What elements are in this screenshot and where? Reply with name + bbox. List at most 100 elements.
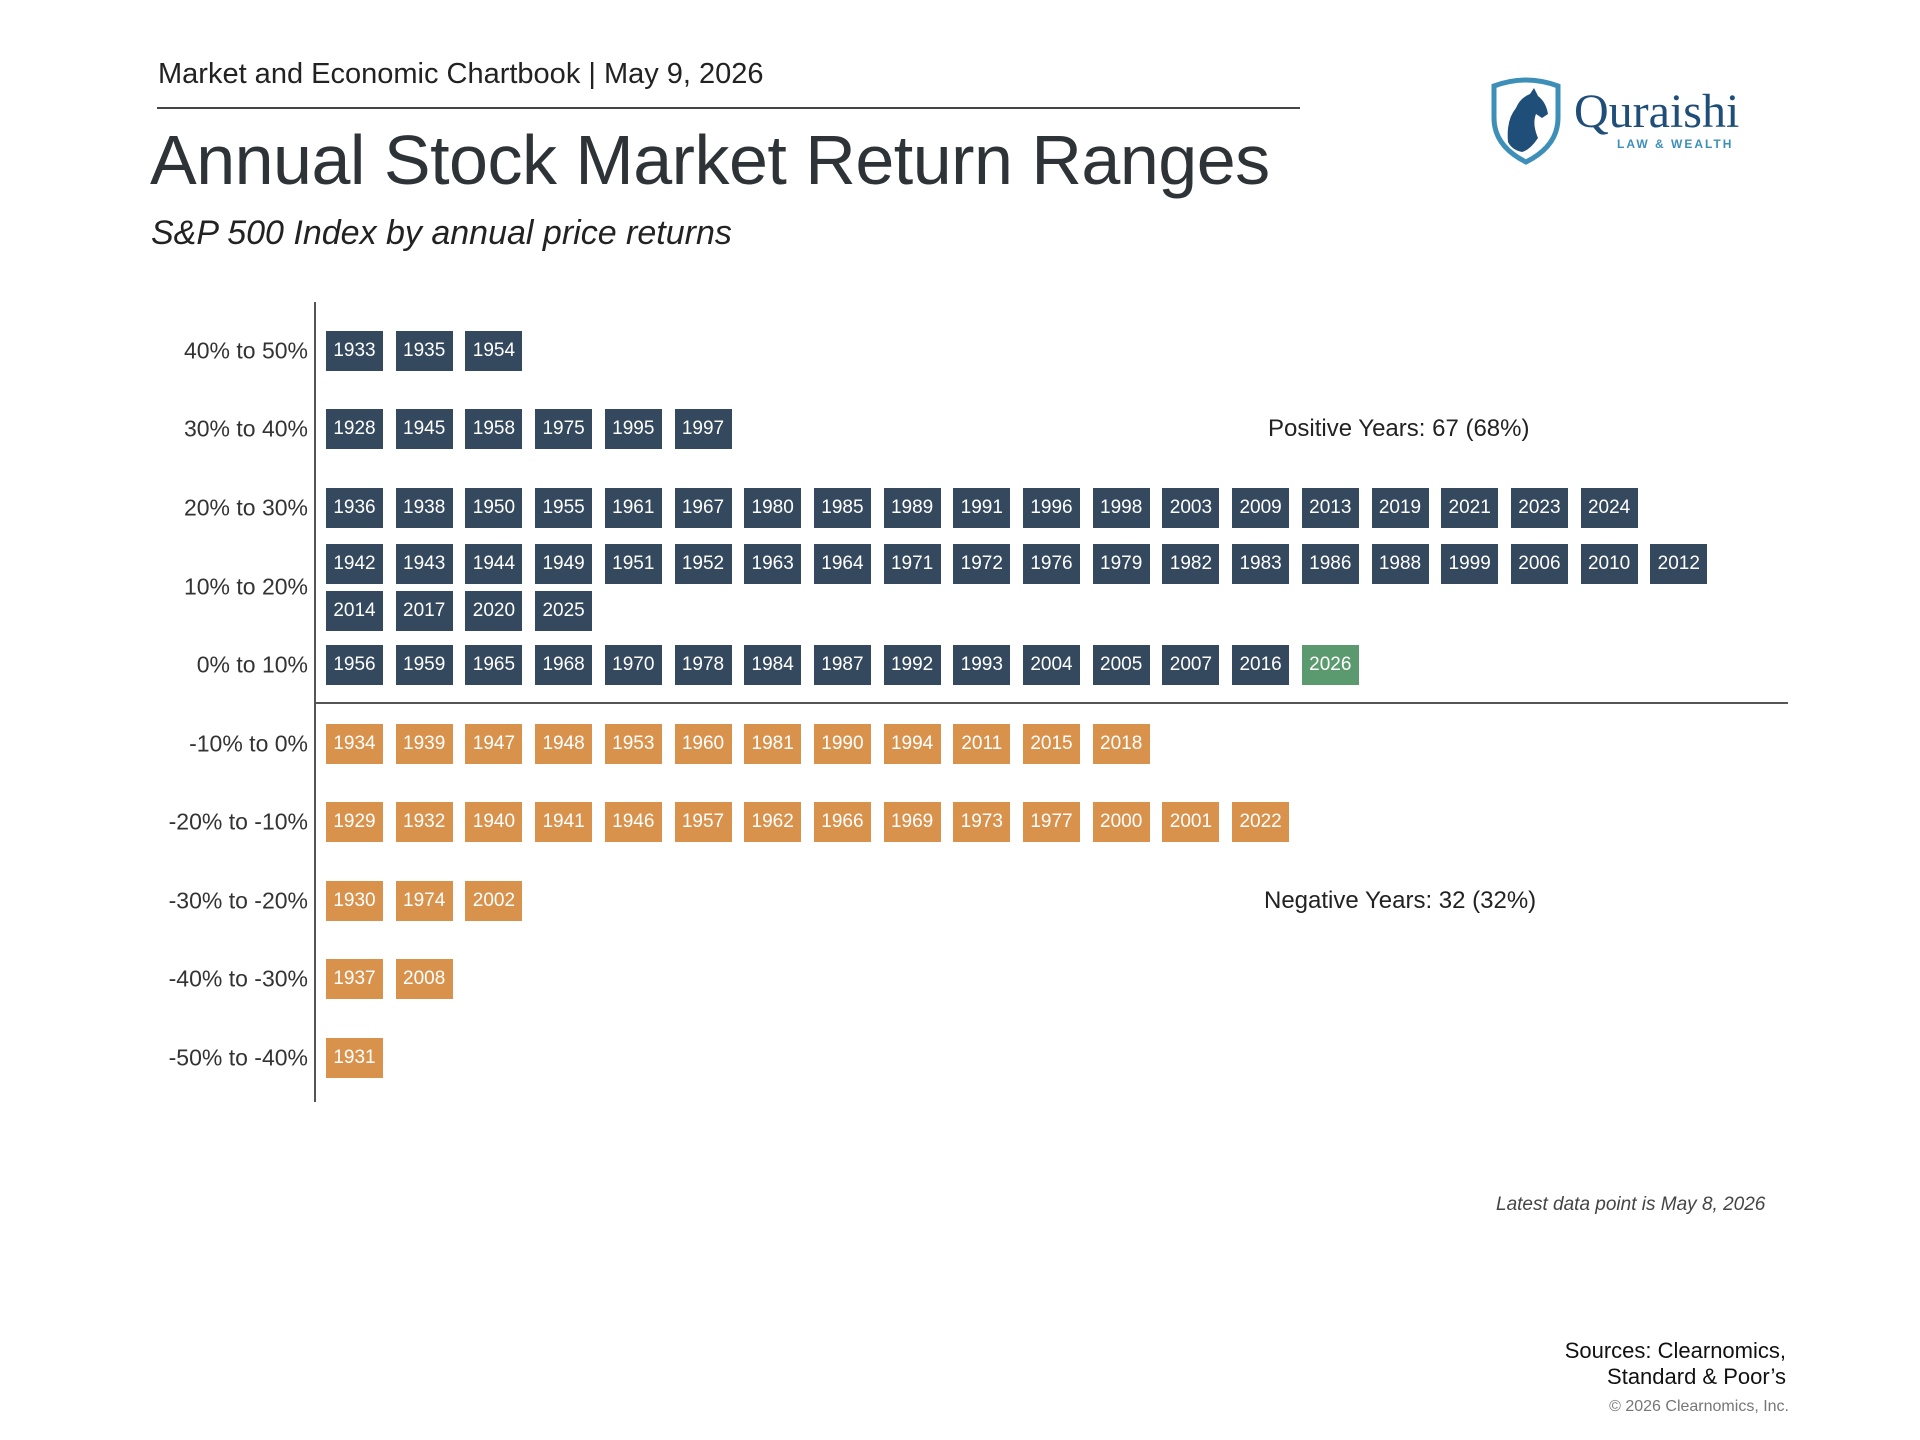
year-box: 2017 <box>395 590 453 631</box>
range-label: -40% to -30% <box>168 965 308 992</box>
year-box: 2011 <box>953 724 1011 764</box>
sources-line-2: Standard & Poor’s <box>1607 1364 1786 1389</box>
zero-baseline <box>315 702 1788 704</box>
page-subtitle: S&P 500 Index by annual price returns <box>151 214 732 252</box>
year-box: 1931 <box>326 1038 383 1078</box>
year-box: 2012 <box>1650 543 1708 584</box>
year-box: 1950 <box>465 488 523 528</box>
year-box: 1936 <box>326 488 383 528</box>
year-box: 1985 <box>813 488 871 528</box>
year-box: 1969 <box>883 802 941 842</box>
year-box: 2009 <box>1232 488 1290 528</box>
year-box: 1957 <box>674 802 732 842</box>
year-box: 1984 <box>744 645 802 685</box>
year-box: 1994 <box>883 724 941 764</box>
year-box: 1992 <box>883 645 941 685</box>
year-box: 1956 <box>326 645 383 685</box>
sources: Sources: Clearnomics, Standard & Poor’s <box>1565 1338 1786 1390</box>
year-box: 2019 <box>1371 488 1429 528</box>
year-box: 1948 <box>535 724 593 764</box>
year-box: 1963 <box>744 543 802 584</box>
year-box: 1954 <box>465 331 523 371</box>
year-box: 2026 <box>1301 645 1359 685</box>
chartbook-header: Market and Economic Chartbook | May 9, 2… <box>158 58 764 90</box>
year-box: 2022 <box>1232 802 1290 842</box>
year-box: 1997 <box>674 409 732 449</box>
range-label: -20% to -10% <box>168 808 308 835</box>
year-box: 1972 <box>953 543 1011 584</box>
year-box: 2025 <box>535 590 593 631</box>
range-label: 40% to 50% <box>183 337 308 364</box>
year-box: 1959 <box>395 645 453 685</box>
year-box: 2008 <box>395 959 453 999</box>
year-box: 2002 <box>465 881 523 921</box>
logo-tagline: LAW & WEALTH <box>1617 137 1734 151</box>
year-box: 1986 <box>1301 543 1359 584</box>
year-box: 1979 <box>1092 543 1150 584</box>
year-box: 1949 <box>535 543 593 584</box>
year-box: 2020 <box>465 590 523 631</box>
year-box: 1987 <box>813 645 871 685</box>
year-box: 1960 <box>674 724 732 764</box>
year-box: 1975 <box>535 409 593 449</box>
year-box: 1929 <box>326 802 383 842</box>
year-box: 1977 <box>1023 802 1080 842</box>
range-label: 0% to 10% <box>196 651 308 678</box>
year-box: 1995 <box>604 409 662 449</box>
copyright: © 2026 Clearnomics, Inc. <box>1609 1398 1789 1415</box>
year-box: 1991 <box>953 488 1011 528</box>
year-box: 1940 <box>465 802 523 842</box>
year-box: 1945 <box>395 409 453 449</box>
year-box: 1939 <box>395 724 453 764</box>
year-box: 1996 <box>1023 488 1080 528</box>
year-box: 1989 <box>883 488 941 528</box>
range-label: -50% to -40% <box>168 1044 308 1071</box>
year-box: 1934 <box>326 724 383 764</box>
year-box: 1955 <box>535 488 593 528</box>
year-box: 1988 <box>1371 543 1429 584</box>
range-label: 20% to 30% <box>183 494 308 521</box>
year-box: 1944 <box>465 543 523 584</box>
year-box: 1970 <box>604 645 662 685</box>
year-box: 1966 <box>813 802 871 842</box>
year-box: 2004 <box>1023 645 1080 685</box>
year-box: 2007 <box>1162 645 1220 685</box>
range-label: 30% to 40% <box>183 415 308 442</box>
year-box: 2003 <box>1162 488 1220 528</box>
year-box: 1947 <box>465 724 523 764</box>
year-box: 1990 <box>813 724 871 764</box>
range-label: 10% to 20% <box>183 573 308 600</box>
year-box: 1974 <box>395 881 453 921</box>
year-box: 1964 <box>813 543 871 584</box>
year-box: 1952 <box>674 543 732 584</box>
latest-data-note: Latest data point is May 8, 2026 <box>1496 1194 1766 1215</box>
year-box: 1968 <box>535 645 593 685</box>
range-label: -10% to 0% <box>189 730 308 757</box>
range-label: -30% to -20% <box>168 887 308 914</box>
year-box: 1937 <box>326 959 383 999</box>
year-box: 1928 <box>326 409 383 449</box>
year-box: 2013 <box>1301 488 1359 528</box>
year-box: 1942 <box>326 543 383 584</box>
year-box: 1999 <box>1441 543 1499 584</box>
year-box: 1973 <box>953 802 1011 842</box>
header-divider <box>157 107 1300 109</box>
year-box: 2016 <box>1232 645 1290 685</box>
vertical-axis-line <box>314 302 316 1102</box>
year-box: 1980 <box>744 488 802 528</box>
year-box: 2005 <box>1092 645 1150 685</box>
year-box: 1953 <box>604 724 662 764</box>
year-box: 2018 <box>1092 724 1150 764</box>
year-box: 1993 <box>953 645 1011 685</box>
year-box: 1976 <box>1023 543 1080 584</box>
year-box: 1938 <box>395 488 453 528</box>
page-title: Annual Stock Market Return Ranges <box>150 121 1270 199</box>
year-box: 1965 <box>465 645 523 685</box>
year-box: 1935 <box>395 331 453 371</box>
year-box: 1962 <box>744 802 802 842</box>
negative-years-annotation: Negative Years: 32 (32%) <box>1264 887 1537 914</box>
year-box: 1998 <box>1092 488 1150 528</box>
year-box: 1941 <box>535 802 593 842</box>
company-logo: Quraishi LAW & WEALTH <box>1486 76 1786 166</box>
positive-years-annotation: Positive Years: 67 (68%) <box>1268 415 1530 442</box>
